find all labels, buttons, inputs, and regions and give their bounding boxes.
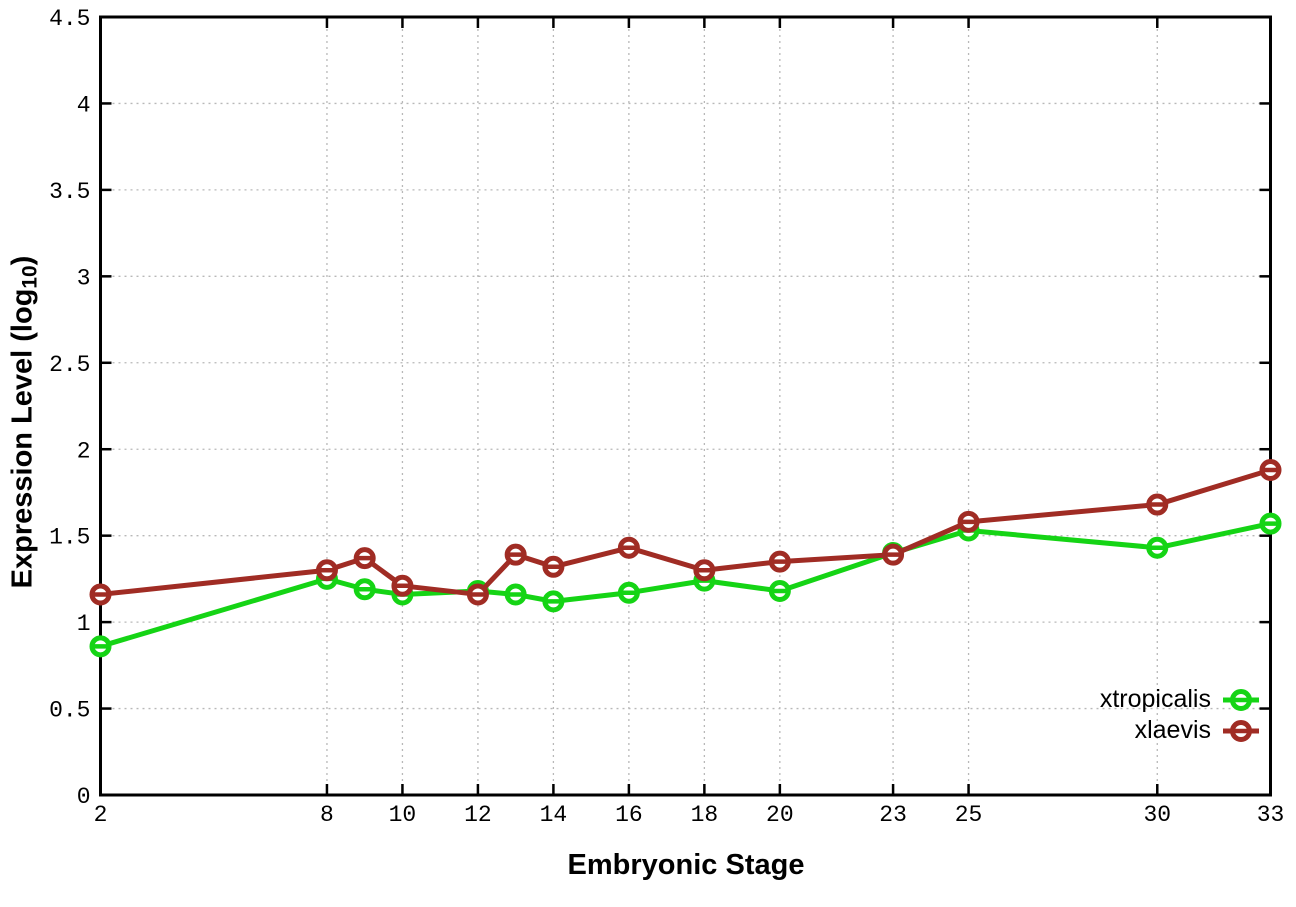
legend-item-xtropicalis: xtropicalis [940,684,1260,715]
y-tick-label: 2.5 [49,352,90,378]
x-axis-title: Embryonic Stage [567,849,805,881]
y-tick-label: 1.5 [49,525,90,551]
x-tick-label: 8 [320,802,334,828]
y-tick-label: 3 [77,265,91,291]
series-line [99,521,1272,649]
y-tick-label: 1 [77,611,91,637]
chart-legend: xtropicalis xlaevis [940,684,1260,746]
x-tick-label: 2 [94,802,108,828]
y-tick-label: 3.5 [49,179,90,205]
legend-label: xlaevis [1134,716,1211,744]
x-tick-label: 30 [1143,802,1171,828]
y-tick-label: 0.5 [49,698,90,724]
legend-marker-icon [1223,688,1259,711]
y-tick-label: 0 [77,784,91,810]
series-xlaevis [89,458,1282,606]
legend-item-xlaevis: xlaevis [940,715,1260,746]
y-tick-label: 2 [77,438,91,464]
x-tick-label: 25 [955,802,983,828]
x-tick-label: 33 [1257,802,1285,828]
y-axis-title-subscript: 10 [18,265,42,289]
series-line [100,467,1272,597]
plot-border [99,15,1272,797]
x-tick-label: 10 [389,802,417,828]
y-axis-title: Expression Level (log10) [6,255,42,589]
x-tick-label: 16 [615,802,643,828]
x-tick-label: 12 [464,802,492,828]
y-tick-label: 4 [77,92,91,118]
y-tick-label: 4.5 [49,6,90,32]
y-axis-title-text: Expression Level (log [6,288,39,589]
x-tick-label: 23 [879,802,907,828]
legend-label: xtropicalis [1099,685,1211,713]
legend-marker-icon [1223,719,1259,742]
y-axis-title-suffix: ) [6,255,39,266]
x-tick-label: 18 [691,802,719,828]
x-tick-label: 20 [766,802,794,828]
x-tick-label: 14 [540,802,568,828]
